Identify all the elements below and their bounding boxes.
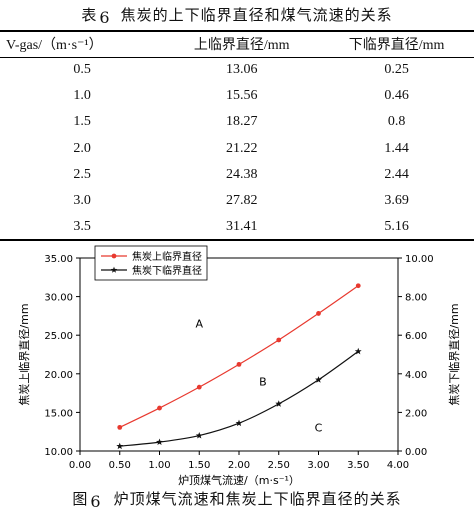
- x-tick-label: 0.00: [69, 460, 91, 471]
- region-label: B: [259, 375, 267, 388]
- y-tick-label-left: 25.00: [44, 331, 73, 342]
- data-point-upper-diameter: [117, 424, 123, 430]
- y-tick-label-left: 35.00: [44, 254, 73, 265]
- table-cell: 1.44: [384, 140, 409, 156]
- data-point-lower-diameter: [195, 431, 203, 439]
- x-tick-label: 1.50: [188, 460, 210, 471]
- data-point-lower-diameter: [116, 442, 124, 450]
- column-header-lower-diameter: 下临界直径/mm: [348, 38, 445, 54]
- table-row: 1.5 18.27 0.8: [0, 109, 474, 135]
- series-line-1: [119, 285, 359, 428]
- table-row: 2.5 24.38 2.44: [0, 162, 474, 188]
- data-point-upper-diameter: [276, 337, 282, 343]
- y-tick-label-left: 20.00: [44, 370, 73, 381]
- y-tick-label-right: 6.00: [405, 331, 427, 342]
- table-caption-text: 焦炭的上下临界直径和煤气流速的关系: [120, 6, 393, 24]
- y-tick-label-left: 10.00: [44, 447, 73, 458]
- table-cell: 1.5: [73, 114, 91, 130]
- data-point-lower-diameter: [275, 400, 283, 407]
- table-row: 3.5 31.41 5.16: [0, 214, 474, 241]
- data-point-lower-diameter: [235, 419, 243, 427]
- column-header-upper-diameter: 上临界直径/mm: [193, 38, 290, 54]
- data-point-upper-diameter: [316, 311, 321, 316]
- data-point-upper-diameter: [157, 405, 162, 411]
- x-axis-label: 炉顶煤气流速/（m·s⁻¹）: [178, 473, 300, 486]
- table-cell: 13.06: [225, 62, 258, 78]
- data-point-upper-diameter: [196, 384, 202, 390]
- data-table: V-gas/（m·s⁻¹） 上临界直径/mm 下临界直径/mm 0.5 13.06…: [0, 30, 474, 241]
- table-caption: 表 6 焦炭的上下临界直径和煤气流速的关系: [0, 4, 474, 27]
- figure-caption-prefix: 图: [72, 490, 89, 508]
- table-cell: 31.41: [225, 218, 258, 234]
- column-header-gas-velocity: V-gas/（m·s⁻¹）: [6, 38, 103, 54]
- table-cell: 15.56: [225, 88, 258, 104]
- table-cell: 3.0: [73, 193, 91, 209]
- table-cell: 27.82: [225, 193, 258, 209]
- table-cell: 24.38: [225, 166, 258, 182]
- y-tick-label-right: 0.00: [405, 447, 427, 458]
- table-cell: 2.44: [384, 166, 409, 182]
- y-axis-label-right: 焦炭下临界直径/mm: [447, 303, 461, 405]
- table-cell: 0.8: [387, 114, 406, 130]
- table-caption-prefix: 表: [81, 6, 98, 24]
- y-tick-label-right: 4.00: [405, 370, 427, 381]
- y-tick-label-right: 10.00: [405, 254, 434, 265]
- figure-caption: 图 6 炉顶煤气流速和焦炭上下临界直径的关系: [0, 488, 474, 511]
- x-tick-label: 3.00: [307, 460, 329, 471]
- table-cell: 2.5: [73, 166, 91, 182]
- data-point-upper-diameter: [355, 283, 361, 289]
- table-cell: 5.16: [384, 218, 409, 234]
- data-point-lower-diameter: [354, 347, 362, 355]
- legend-label: 焦炭上临界直径: [132, 250, 202, 263]
- table-cell: 3.5: [73, 218, 91, 234]
- table-header-row: V-gas/（m·s⁻¹） 上临界直径/mm 下临界直径/mm: [0, 31, 474, 57]
- region-label: A: [195, 317, 203, 330]
- data-point-lower-diameter: [156, 438, 163, 446]
- x-tick-label: 1.00: [148, 460, 170, 471]
- x-tick-label: 0.50: [109, 460, 131, 471]
- legend-marker-dot: [111, 253, 117, 259]
- table-cell: 21.22: [225, 140, 258, 156]
- table-row: 1.0 15.56 0.46: [0, 83, 474, 109]
- table-row: 2.0 21.22 1.44: [0, 136, 474, 162]
- data-point-upper-diameter: [236, 361, 242, 367]
- region-label: C: [315, 422, 323, 435]
- legend-box: [94, 245, 208, 281]
- table-cell: 18.27: [225, 114, 258, 130]
- table-cell: 1.0: [73, 88, 91, 104]
- table-cell: 0.46: [384, 88, 409, 104]
- figure-caption-text: 炉顶煤气流速和焦炭上下临界直径的关系: [113, 490, 402, 508]
- y-axis-label-left: 焦炭上临界直径/mm: [17, 303, 31, 405]
- x-tick-label: 3.50: [347, 460, 369, 471]
- figure-caption-number: 6: [90, 492, 102, 511]
- y-tick-label-left: 15.00: [44, 408, 73, 419]
- table-row: 3.0 27.82 3.69: [0, 188, 474, 214]
- y-tick-label-left: 30.00: [44, 293, 73, 304]
- table-row: 0.5 13.06 0.25: [0, 57, 474, 83]
- legend-label: 焦炭下临界直径: [132, 264, 202, 277]
- table-cell: 0.25: [384, 62, 409, 78]
- table-cell: 3.69: [384, 193, 409, 209]
- y-tick-label-right: 8.00: [405, 293, 427, 304]
- x-tick-label: 4.00: [387, 460, 409, 471]
- data-point-lower-diameter: [315, 376, 322, 383]
- y-tick-label-right: 2.00: [405, 408, 427, 419]
- table-cell: 2.0: [73, 140, 91, 156]
- x-tick-label: 2.00: [228, 460, 250, 471]
- table-cell: 0.5: [73, 62, 91, 78]
- legend-marker-star: [110, 266, 118, 273]
- table-caption-number: 6: [99, 8, 111, 27]
- dual-axis-line-chart: 0.00 0.50 1.00 1.50 2.00 2.50 3.00 3.50 4.00 10.0…: [17, 245, 461, 486]
- x-tick-label: 2.50: [268, 460, 290, 471]
